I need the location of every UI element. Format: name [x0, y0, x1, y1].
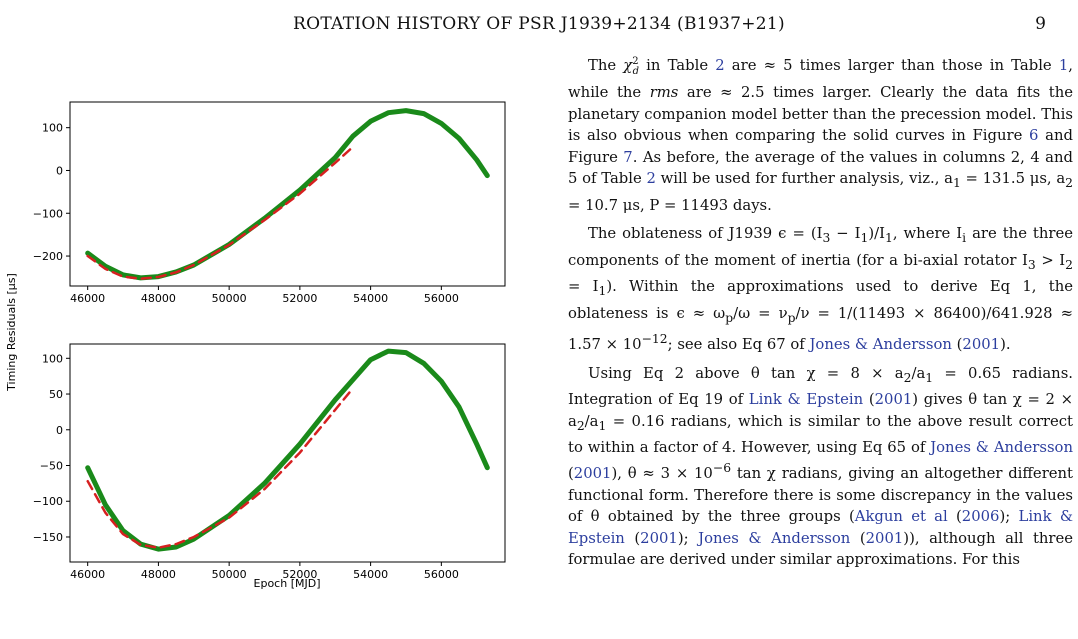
table-2-link[interactable]: 2 — [646, 170, 656, 188]
figure-7-link[interactable]: 7 — [623, 148, 633, 166]
x-tick-label: 50000 — [212, 292, 247, 305]
body-text-column: The χ2d in Table 2 are ≈ 5 times larger … — [568, 51, 1073, 578]
y-tick-label: −100 — [33, 207, 63, 220]
residuals-solid-line — [85, 108, 490, 281]
citation-year[interactable]: 2001 — [962, 336, 1001, 354]
plot-frame — [69, 343, 506, 563]
running-title: ROTATION HISTORY OF PSR J1939+2134 (B193… — [293, 14, 785, 34]
x-tick-label: 52000 — [282, 568, 317, 581]
model-fit-dashed-line — [86, 145, 355, 280]
paragraph-chi-squared: The χ2d in Table 2 are ≈ 5 times larger … — [568, 56, 1074, 214]
model-fit-dashed-line — [86, 387, 355, 549]
x-tick-label: 52000 — [282, 292, 317, 305]
citation-jones-andersson[interactable]: Jones & Andersson — [698, 529, 851, 547]
y-tick-label: −100 — [33, 495, 63, 508]
citation-year[interactable]: 2001 — [874, 391, 913, 409]
citation-year[interactable]: 2001 — [865, 529, 904, 547]
citation-year[interactable]: 2006 — [961, 508, 1000, 526]
y-tick-label: 100 — [42, 122, 63, 135]
y-axis-label: Timing Residuals [μs] — [5, 273, 18, 392]
x-tick-label: 48000 — [141, 568, 176, 581]
x-tick-label: 56000 — [424, 292, 459, 305]
plot-frame — [69, 101, 506, 287]
citation-link-epstein[interactable]: Link & Epstein — [748, 391, 864, 409]
x-axis-label: Epoch [MJD] — [254, 577, 321, 590]
chart-panel-top: 46000 48000 50000 52000 54000 56000 100 0 −100 −2… — [33, 101, 506, 305]
x-tick-label: 50000 — [212, 568, 247, 581]
x-tick-label: 54000 — [353, 292, 388, 305]
x-tick-label: 54000 — [353, 568, 388, 581]
citation-year[interactable]: 2001 — [640, 529, 678, 547]
table-1-link[interactable]: 1 — [1058, 56, 1069, 74]
page-number: 9 — [1035, 14, 1046, 34]
table-2-link[interactable]: 2 — [715, 56, 725, 74]
citation-jones-andersson[interactable]: Jones & Andersson — [809, 336, 952, 354]
y-tick-label: −150 — [33, 531, 63, 544]
figure-6-link[interactable]: 6 — [1029, 127, 1039, 145]
y-tick-label: 0 — [56, 164, 63, 177]
y-tick-label: 50 — [49, 388, 63, 401]
timing-residuals-figure: 46000 48000 50000 52000 54000 56000 100 0 −100 −2… — [5, 101, 506, 590]
residuals-solid-line — [85, 348, 490, 552]
paragraph-theta: Using Eq 2 above θ tan χ = 8 × a2/a1 = 0… — [568, 364, 1074, 569]
paragraph-oblateness: The oblateness of J1939 ϵ = (I3 − I1)/I1… — [568, 225, 1073, 354]
citation-year[interactable]: 2001 — [573, 465, 612, 483]
x-tick-label: 46000 — [70, 568, 105, 581]
page-header: ROTATION HISTORY OF PSR J1939+2134 (B193… — [0, 14, 1078, 38]
x-tick-label: 46000 — [70, 292, 105, 305]
citation-jones-andersson[interactable]: Jones & Andersson — [930, 438, 1073, 456]
x-tick-label: 56000 — [424, 568, 459, 581]
y-tick-label: 100 — [42, 352, 63, 365]
y-tick-label: 0 — [56, 424, 63, 437]
chart-panel-bottom: 46000 48000 50000 52000 54000 56000 100 50 0 −50 −… — [33, 343, 506, 581]
y-tick-label: −50 — [40, 460, 63, 473]
citation-akgun[interactable]: Akgun et al — [854, 508, 948, 526]
y-tick-label: −200 — [33, 250, 63, 263]
citation-link-epstein[interactable]: Link & Epstein — [568, 508, 1073, 547]
x-tick-label: 48000 — [141, 292, 176, 305]
